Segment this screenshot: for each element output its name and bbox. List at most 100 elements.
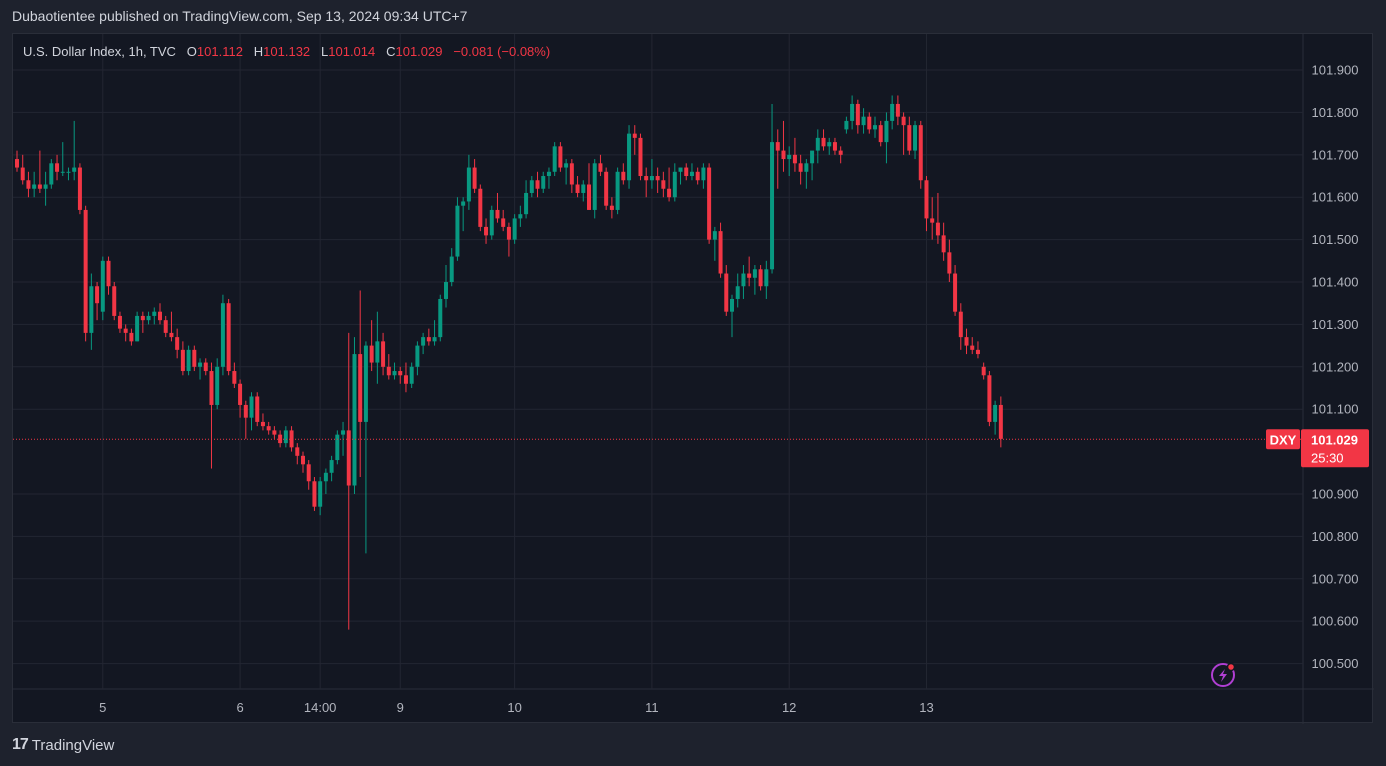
candle [146, 311, 151, 325]
candle-body [964, 337, 969, 346]
candle-body [295, 447, 300, 456]
candle [260, 413, 265, 431]
candle-body [792, 154, 797, 164]
candle-body [329, 460, 334, 473]
time-tick-label: 13 [919, 700, 933, 715]
candle [707, 163, 712, 244]
candle-body [615, 171, 620, 210]
candle-body [775, 142, 780, 151]
candle [449, 248, 454, 287]
candle [169, 311, 174, 342]
candle [981, 362, 986, 380]
candle-body [369, 345, 374, 363]
candle [306, 460, 311, 490]
price-tick-label: 100.900 [1312, 486, 1359, 501]
candle [392, 362, 397, 380]
candle-body [987, 375, 992, 422]
candle-body [249, 396, 254, 418]
candle [346, 332, 351, 630]
time-tick-label: 5 [99, 700, 106, 715]
candle [283, 426, 288, 448]
candle [587, 163, 591, 210]
candle-body [15, 159, 19, 168]
candle-body [398, 371, 403, 376]
change-value: −0.081 (−0.08%) [453, 44, 551, 59]
close-value: 101.029 [395, 44, 443, 59]
candle-body [163, 320, 168, 333]
candle-body [123, 328, 128, 333]
candle-body [604, 171, 609, 206]
candle-body [100, 260, 105, 312]
candle-body [381, 341, 386, 367]
candle [804, 159, 809, 189]
candle [472, 159, 477, 193]
candle [421, 332, 426, 355]
candle-body [152, 311, 157, 316]
candle-body [352, 354, 357, 486]
candle-body [947, 252, 952, 274]
candle [546, 167, 551, 189]
candle-body [832, 142, 837, 151]
candle-body [878, 125, 883, 143]
candle [363, 341, 368, 554]
price-axis[interactable]: 101.900 101.800 101.700 101.600 101.500 101.4… [1312, 63, 1359, 672]
candle-body [546, 171, 551, 177]
candle [89, 273, 94, 350]
candle [175, 328, 180, 359]
candle-body [844, 120, 849, 130]
candle [747, 256, 752, 287]
candle [815, 129, 820, 164]
candle [37, 150, 42, 193]
candle-body [403, 375, 408, 384]
candle [787, 146, 792, 177]
candlestick-chart[interactable]: 101.900 101.800 101.700 101.600 101.500 101.4… [13, 34, 1374, 724]
candle [924, 176, 929, 232]
candle [495, 192, 500, 223]
candle-body [890, 103, 895, 121]
candle [798, 154, 803, 185]
candle-body [426, 337, 431, 342]
candle-body [346, 430, 351, 486]
candle-body [541, 176, 546, 189]
candle-body [861, 116, 866, 126]
candle-body [581, 184, 586, 193]
candle [661, 171, 666, 198]
candle-body [884, 120, 889, 143]
candle [855, 99, 860, 134]
candle [541, 171, 546, 193]
high-label: H [253, 44, 264, 59]
candle [220, 294, 225, 376]
candle-body [478, 188, 483, 227]
brand-name: TradingView [31, 736, 115, 754]
symbol-name[interactable]: U.S. Dollar Index, 1h, TVC [23, 44, 176, 59]
candle [895, 95, 900, 126]
candle [135, 311, 140, 342]
lightning-icon[interactable] [1211, 662, 1236, 687]
candle-body [575, 184, 580, 193]
price-tick-label: 100.800 [1312, 529, 1359, 544]
candle-body [970, 345, 975, 350]
candle-body [20, 167, 25, 181]
last-price-badge: DXY 101.029 25:30 [1266, 429, 1369, 468]
candle [598, 154, 603, 177]
candle-body [203, 362, 208, 372]
candle [913, 120, 918, 160]
tradingview-logo-icon: 17 [12, 736, 29, 753]
candle [604, 167, 609, 210]
candle [192, 345, 197, 372]
candle [301, 451, 305, 473]
candle-body [558, 146, 563, 168]
candle-body [135, 315, 140, 342]
time-axis[interactable]: 5 6 14:00 9 10 11 12 13 [99, 700, 934, 715]
candle-body [455, 205, 460, 257]
candle [529, 176, 534, 198]
candle [398, 366, 403, 384]
candle-body [592, 163, 597, 210]
candle [329, 455, 334, 482]
candle-body [667, 188, 672, 198]
candle [695, 167, 700, 185]
candle [203, 358, 208, 376]
candle [123, 324, 128, 342]
footer-brand[interactable]: 17 TradingView [12, 736, 114, 754]
candle-body [438, 298, 443, 338]
